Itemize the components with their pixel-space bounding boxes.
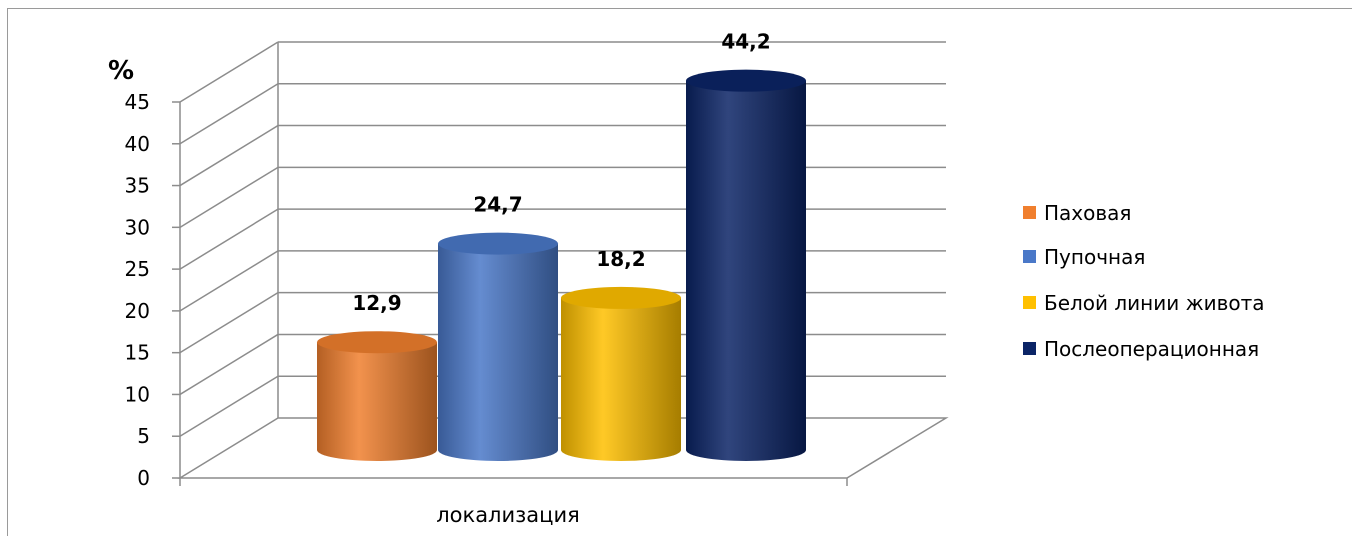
data-label: 24,7 (473, 193, 522, 217)
legend-swatch (1023, 296, 1036, 309)
bar-3 (561, 286, 681, 461)
bar-1 (317, 331, 437, 461)
data-labels: 12,9 24,7 18,2 44,2 (352, 30, 770, 316)
legend: Паховая Пупочная Белой линии живота Послеоп… (1023, 201, 1265, 361)
legend-item: Паховая (1023, 201, 1131, 225)
y-tick-label: 30 (125, 215, 150, 239)
gridline-side (179, 41, 279, 103)
gridline-side (179, 124, 279, 187)
y-tick-label: 35 (125, 174, 150, 198)
gridline-side (179, 208, 279, 270)
y-tick-label: 25 (125, 257, 150, 281)
bar-body (686, 80, 806, 461)
bar-top (438, 232, 558, 255)
bar-body (438, 243, 558, 461)
gridline-side (179, 83, 279, 145)
gridline-side (179, 250, 279, 312)
legend-swatch (1023, 342, 1036, 355)
legend-swatch (1023, 250, 1036, 263)
gridline-side (179, 375, 279, 437)
y-axis-title: % (108, 56, 134, 86)
legend-label: Паховая (1044, 201, 1131, 225)
y-axis-ticks: 0 5 10 15 20 25 30 35 40 45 (125, 90, 150, 490)
legend-swatch (1023, 206, 1036, 219)
bars (317, 69, 806, 461)
data-label: 44,2 (721, 30, 770, 54)
y-tick-label: 10 (125, 382, 150, 406)
y-tick-label: 45 (125, 90, 150, 114)
bar-2 (438, 232, 558, 461)
chart-walls (177, 42, 949, 486)
data-label: 18,2 (596, 247, 645, 271)
legend-label: Послеоперационная (1044, 337, 1259, 361)
gridline-side (179, 292, 279, 354)
bar-top (686, 69, 806, 92)
gridline-side (179, 166, 279, 228)
legend-item: Пупочная (1023, 245, 1145, 269)
legend-label: Белой линии живота (1044, 291, 1265, 315)
x-axis-title: локализация (436, 503, 580, 527)
bar-4 (686, 69, 806, 461)
legend-label: Пупочная (1044, 245, 1145, 269)
y-tick-label: 0 (137, 466, 150, 490)
y-tick-label: 5 (137, 424, 150, 448)
bar-body (317, 342, 437, 461)
bar-body (561, 297, 681, 461)
y-tick-label: 15 (125, 341, 150, 365)
gridline-side (179, 333, 279, 396)
y-tick-label: 40 (125, 132, 150, 156)
y-tick-label: 20 (125, 299, 150, 323)
chart-frame (7, 8, 1352, 536)
data-label: 12,9 (352, 291, 401, 315)
floor (177, 417, 949, 479)
bar-top (317, 331, 437, 354)
legend-item: Послеоперационная (1023, 337, 1259, 361)
gridlines (172, 41, 946, 479)
legend-item: Белой линии живота (1023, 291, 1265, 315)
bar-top (561, 286, 681, 309)
